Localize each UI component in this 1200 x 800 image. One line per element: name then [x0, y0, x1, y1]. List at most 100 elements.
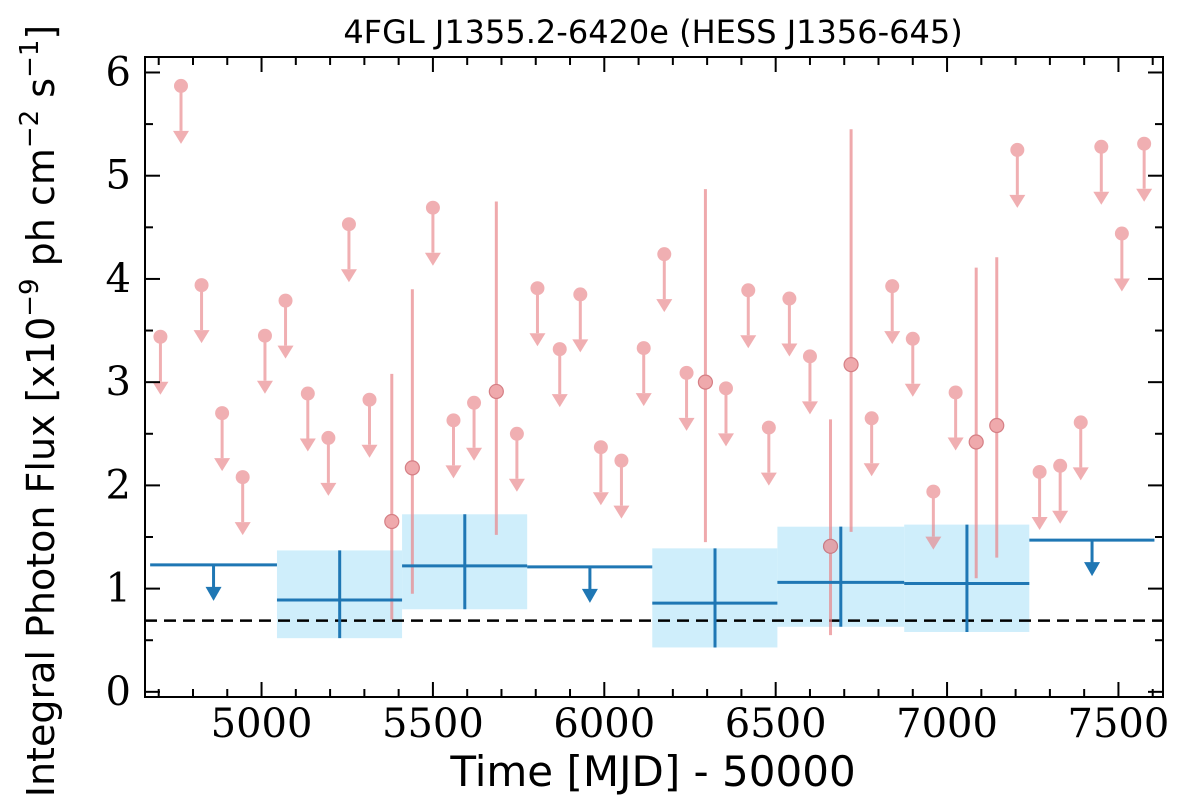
upper-limit-marker — [718, 381, 733, 396]
short-bin-upper-limit — [760, 420, 777, 486]
long-bin-detection — [276, 550, 403, 639]
upper-limit-marker — [300, 386, 315, 401]
upper-limit-arrow-head — [299, 438, 316, 452]
short-bin-detection — [404, 289, 420, 594]
long-bin-upper-limit — [150, 563, 277, 601]
short-bin-series — [152, 78, 1153, 636]
upper-limit-arrow-head — [947, 437, 964, 451]
upper-limit-arrow-head — [740, 335, 757, 349]
upper-limit-marker — [530, 281, 545, 296]
y-tick-label: 4 — [106, 256, 131, 302]
detection-marker — [384, 513, 400, 530]
x-tick-label: 5500 — [382, 701, 484, 747]
upper-limit-marker — [278, 293, 293, 308]
upper-limit-marker — [905, 331, 920, 346]
upper-limit-arrow-head — [320, 482, 337, 496]
short-bin-upper-limit — [740, 283, 757, 349]
short-bin-upper-limit — [947, 385, 964, 451]
upper-limit-arrow-head — [1136, 188, 1153, 202]
detection-marker — [822, 538, 839, 554]
upper-limit-marker — [636, 341, 651, 356]
upper-limit-arrow-head — [760, 472, 777, 486]
long-bin-upper-limit — [527, 565, 653, 603]
short-bin-upper-limit — [717, 381, 734, 447]
short-bin-upper-limit — [884, 279, 901, 345]
upper-limit-arrow-head — [1113, 278, 1130, 292]
short-bin-upper-limit — [340, 217, 357, 283]
upper-limit-arrow-head — [1052, 510, 1069, 524]
short-bin-upper-limit — [277, 293, 294, 359]
short-bin-upper-limit — [508, 426, 525, 492]
short-bin-upper-limit — [320, 430, 337, 496]
short-bin-upper-limit — [904, 331, 921, 397]
upper-limit-arrow-head — [801, 401, 818, 415]
detection-marker — [404, 460, 420, 476]
upper-limit-marker — [614, 453, 629, 468]
upper-limit-arrow-head — [361, 444, 378, 458]
upper-limit-arrow-head — [424, 252, 441, 266]
y-tick-label: 0 — [106, 669, 131, 715]
axis-ticks: 5000 5500 6000 6500 7000 7500 0 1 2 3 4 5 6 — [106, 49, 1170, 747]
short-bin-detection — [384, 373, 400, 620]
long-bin-detection — [652, 548, 778, 648]
upper-limit-marker — [425, 200, 440, 215]
upper-limit-arrow-head — [613, 505, 630, 519]
x-axis-label: Time [MJD] - 50000 — [449, 747, 855, 796]
upper-limit-arrow-head — [572, 339, 589, 353]
x-tick-label: 6000 — [553, 701, 655, 747]
upper-limit-arrow-head — [277, 345, 294, 359]
short-bin-upper-limit — [466, 395, 483, 461]
short-bin-upper-limit — [656, 247, 673, 313]
plot-area: 5000 5500 6000 6500 7000 7500 0 1 2 3 4 5 6 — [106, 49, 1170, 747]
short-bin-upper-limit — [801, 349, 818, 415]
upper-limit-marker — [446, 413, 461, 428]
y-tick-label: 6 — [106, 49, 131, 95]
upper-limit-marker — [948, 385, 963, 400]
upper-limit-marker — [657, 247, 672, 262]
short-bin-upper-limit — [635, 341, 652, 407]
chart-title: 4FGL J1355.2-6420e (HESS J1356-645) — [343, 13, 962, 51]
upper-limit-marker — [761, 420, 776, 435]
upper-limit-marker — [802, 349, 817, 364]
short-bin-detection — [488, 201, 504, 535]
x-tick-label: 5000 — [211, 701, 313, 747]
upper-limit-marker — [864, 411, 879, 426]
upper-limit-marker — [467, 395, 482, 410]
upper-limit-marker — [362, 392, 377, 407]
upper-limit-marker — [593, 440, 608, 455]
short-bin-upper-limit — [1113, 226, 1130, 292]
detection-marker — [843, 357, 859, 373]
upper-limit-arrow-head — [340, 269, 357, 283]
upper-limit-arrow-head — [1009, 194, 1026, 208]
upper-limit-arrow-head — [214, 458, 231, 472]
upper-limit-arrow-head — [592, 492, 609, 506]
short-bin-upper-limit — [424, 200, 441, 266]
upper-limit-arrow-head — [863, 463, 880, 477]
short-bin-upper-limit — [572, 287, 589, 353]
upper-limit-arrow-head — [717, 433, 734, 447]
upper-limit-arrow-head — [508, 478, 525, 492]
upper-limit-marker — [1114, 226, 1129, 241]
upper-limit-marker — [1053, 458, 1068, 473]
short-bin-upper-limit — [529, 281, 546, 347]
short-bin-upper-limit — [1136, 136, 1153, 202]
upper-limit-marker — [741, 283, 756, 298]
upper-limit-arrow-head — [904, 383, 921, 397]
short-bin-upper-limit — [256, 328, 273, 394]
short-bin-upper-limit — [361, 392, 378, 458]
upper-limit-arrow-head — [678, 417, 695, 431]
short-bin-detection — [989, 257, 1005, 558]
x-tick-label: 7000 — [896, 701, 998, 747]
upper-limit-arrow-head — [445, 465, 462, 479]
y-axis-label: Integral Photon Flux [x10−9 ph cm−2 s−1] — [15, 25, 63, 798]
short-bin-upper-limit — [1093, 139, 1110, 205]
short-bin-upper-limit — [214, 406, 231, 472]
upper-limit-marker — [173, 78, 188, 93]
short-bin-upper-limit — [1052, 458, 1069, 524]
short-bin-upper-limit — [863, 411, 880, 477]
x-tick-label: 7500 — [1068, 701, 1170, 747]
upper-limit-arrow-head — [1031, 516, 1048, 530]
long-bin-series — [150, 514, 1155, 648]
upper-limit-marker — [885, 279, 900, 294]
short-bin-upper-limit — [152, 329, 169, 395]
